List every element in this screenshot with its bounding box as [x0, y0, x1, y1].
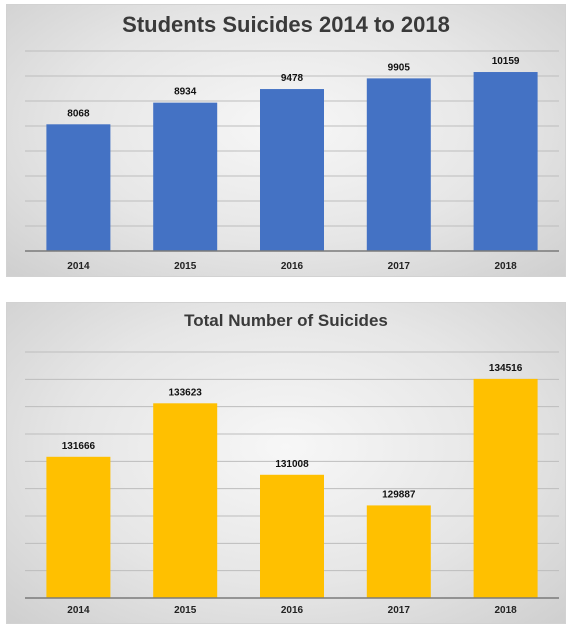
data-label: 133623 [169, 387, 203, 398]
data-label: 8934 [174, 87, 197, 98]
bar-2016 [260, 474, 324, 598]
student-suicides-chart: Students Suicides 2014 to 2018 8068 2014 8… [6, 4, 566, 277]
chart-title: Total Number of Suicides [184, 311, 388, 330]
x-tick-label: 2016 [281, 261, 304, 272]
data-label: 10159 [492, 56, 520, 67]
chart-plot-area: 131666 2014 133623 2015 131008 2016 129887 2017… [25, 351, 559, 616]
data-label: 9905 [388, 62, 411, 73]
bar-2016 [260, 89, 324, 251]
bar-2017 [366, 505, 431, 598]
x-tick-label: 2018 [494, 605, 517, 616]
bar-2014 [46, 124, 111, 251]
chart-title: Students Suicides 2014 to 2018 [122, 12, 450, 37]
data-label: 134516 [489, 363, 523, 374]
x-tick-label: 2017 [388, 261, 411, 272]
x-tick-label: 2015 [174, 605, 197, 616]
bar-2015 [153, 403, 218, 598]
bar-2018 [473, 378, 538, 598]
chart-plot-area: 8068 2014 8934 2015 9478 2016 9905 2017 10159 201… [25, 50, 559, 272]
x-tick-label: 2016 [281, 605, 304, 616]
x-tick-label: 2018 [494, 261, 517, 272]
x-tick-label: 2015 [174, 261, 197, 272]
data-label: 8068 [67, 108, 90, 119]
x-tick-label: 2014 [67, 261, 90, 272]
x-tick-label: 2014 [67, 605, 90, 616]
x-tick-label: 2017 [388, 605, 411, 616]
data-label: 129887 [382, 489, 416, 500]
bar-2018 [473, 72, 538, 252]
data-label: 131666 [62, 441, 96, 452]
total-suicides-chart: Total Number of Suicides 131666 2014 13362… [6, 302, 566, 624]
data-label: 131008 [275, 459, 309, 470]
data-label: 9478 [281, 73, 304, 84]
bar-2014 [46, 456, 111, 598]
bar-2015 [153, 102, 218, 252]
bar-2017 [366, 78, 431, 251]
